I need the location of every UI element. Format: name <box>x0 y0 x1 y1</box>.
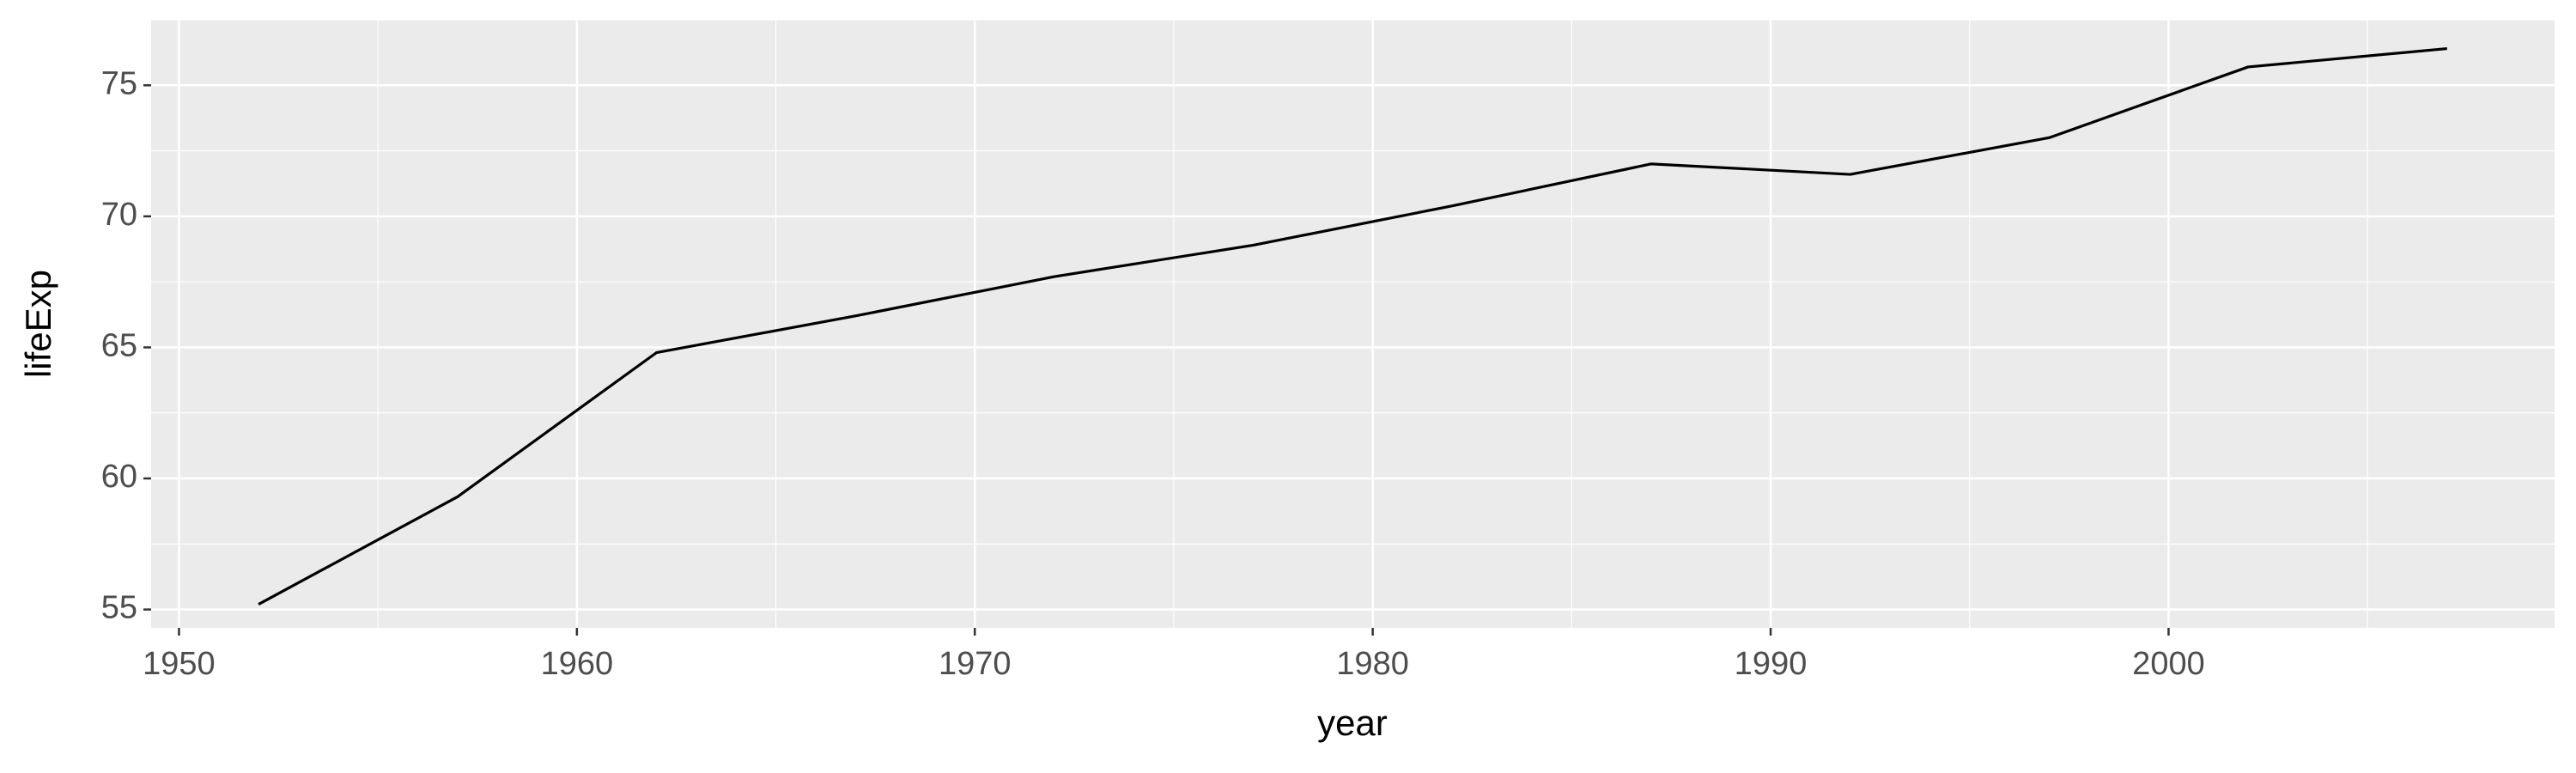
x-tick-label: 1980 <box>1336 646 1409 682</box>
x-axis-title: year <box>1317 703 1388 743</box>
y-tick-label: 65 <box>101 327 137 363</box>
x-tick-label: 1970 <box>939 646 1012 682</box>
y-tick-label: 75 <box>101 65 137 101</box>
x-tick-label: 1960 <box>541 646 614 682</box>
line <box>258 46 2448 606</box>
y-tick-label: 60 <box>101 459 137 495</box>
x-tick-label: 2000 <box>2132 646 2205 682</box>
x-tick-label: 1950 <box>143 646 216 682</box>
panel-background <box>151 20 2555 628</box>
y-tick-label: 70 <box>101 197 137 233</box>
y-tick-label: 55 <box>101 590 137 626</box>
y-axis-title: lifeExp <box>18 270 58 378</box>
x-tick-label: 1990 <box>1735 646 1807 682</box>
